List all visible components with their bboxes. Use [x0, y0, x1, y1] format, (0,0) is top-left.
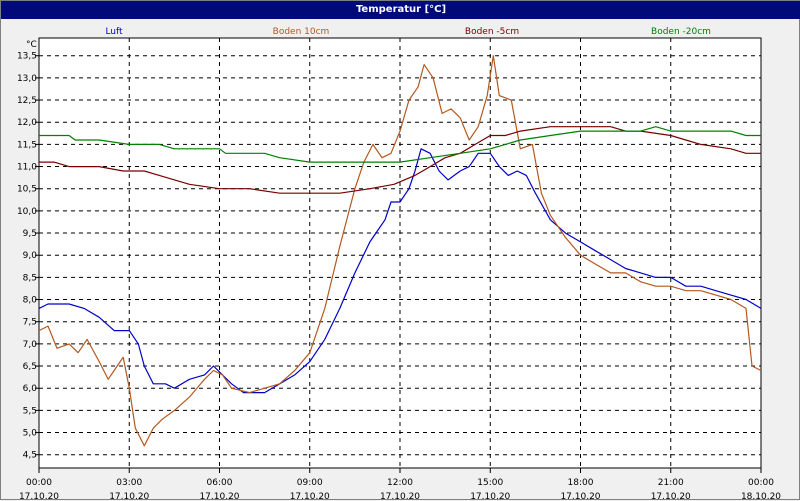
x-tick-time: 15:00: [477, 478, 503, 488]
y-tick-label: 7,0: [23, 340, 38, 350]
y-tick-label: 12,5: [17, 96, 37, 106]
x-tick-time: 03:00: [116, 478, 142, 488]
x-tick-date: 17.10.20: [470, 492, 510, 501]
y-tick-label: 9,0: [23, 251, 38, 261]
y-tick-label: 6,0: [23, 384, 38, 394]
series-line-boden-10cm: [38, 55, 762, 447]
series-lines: [38, 55, 762, 447]
x-tick-date: 17.10.20: [199, 492, 239, 501]
legend-entry: Luft: [105, 27, 123, 37]
legend-entry: Boden -20cm: [651, 27, 711, 37]
x-tick-date: 17.10.20: [19, 492, 59, 501]
y-tick-label: 13,5: [17, 52, 37, 62]
x-tick-time: 12:00: [387, 478, 413, 488]
y-tick-label: 10,0: [17, 207, 37, 217]
plot-area: [38, 37, 762, 469]
series-line-boden-20cm: [39, 126, 761, 163]
x-tick-date: 17.10.20: [651, 492, 691, 501]
x-tick-date: 17.10.20: [380, 492, 420, 501]
y-tick-label: 8,0: [23, 296, 38, 306]
legend-entry: Boden -5cm: [465, 27, 519, 37]
x-tick-time: 09:00: [297, 478, 323, 488]
y-tick-label: 4,5: [23, 451, 37, 461]
y-axis-label: °C: [26, 40, 37, 50]
y-axis: 4,5 5,0 5,5 6,0 6,5 7,0 7,5 8,0 8,5 9,0 9,5 10,0 10,…: [17, 52, 39, 461]
x-axis: 00:00 17.10.20 03:00 17.10.20 06:00 17.10.20 0…: [19, 468, 781, 501]
series-line-boden-5cm: [39, 126, 761, 194]
temperature-chart: 4,5 5,0 5,5 6,0 6,5 7,0 7,5 8,0 8,5 9,0 9,5 10,0 10,…: [17, 27, 781, 501]
y-tick-label: 6,5: [23, 362, 37, 372]
y-tick-label: 11,5: [17, 140, 37, 150]
x-tick-time: 06:00: [207, 478, 233, 488]
legend-entry: Boden 10cm: [273, 27, 330, 37]
legend: Luft Boden 10cm Boden -5cm Boden -20cm: [105, 27, 711, 37]
y-tick-label: 10,5: [17, 185, 37, 195]
y-tick-label: 7,5: [23, 318, 37, 328]
y-tick-label: 5,0: [23, 429, 38, 439]
series-line-luft: [38, 148, 762, 394]
grid-lines: [39, 38, 761, 468]
x-tick-time: 00:00: [26, 478, 52, 488]
x-tick-date: 18.10.20: [741, 492, 781, 501]
x-tick-date: 17.10.20: [560, 492, 600, 501]
chart-title: Temperatur [°C]: [1, 1, 800, 19]
y-tick-label: 12,0: [17, 118, 37, 128]
x-tick-time: 00:00: [748, 478, 774, 488]
x-tick-time: 21:00: [658, 478, 684, 488]
y-tick-label: 5,5: [23, 406, 37, 416]
y-tick-label: 13,0: [17, 74, 37, 84]
x-tick-date: 17.10.20: [109, 492, 149, 501]
y-tick-label: 9,5: [23, 229, 37, 239]
x-tick-date: 17.10.20: [290, 492, 330, 501]
y-tick-label: 11,0: [17, 163, 37, 173]
y-tick-label: 8,5: [23, 273, 37, 283]
x-tick-time: 18:00: [568, 478, 594, 488]
